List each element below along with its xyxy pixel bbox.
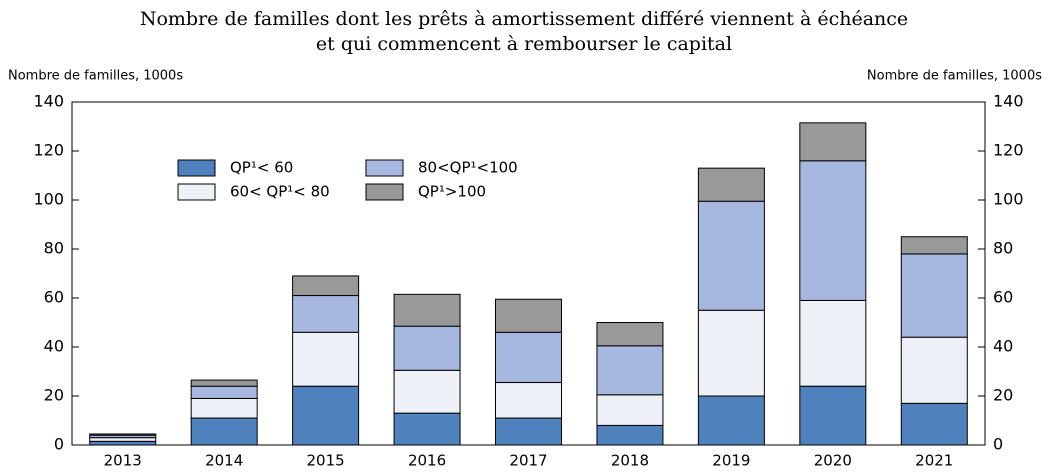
legend-swatch	[177, 159, 216, 177]
chart-title: et qui commencent à rembourser le capita…	[316, 33, 732, 55]
bar	[799, 160, 867, 301]
bar	[900, 253, 968, 338]
legend-swatch	[365, 159, 404, 177]
y2-tick-label: 100	[993, 190, 1024, 209]
bar	[292, 275, 360, 297]
bar	[799, 299, 867, 387]
legend-label: QP¹< 60	[230, 159, 293, 177]
bar	[393, 325, 461, 371]
bar	[799, 122, 867, 162]
bar	[393, 369, 461, 414]
bar	[799, 385, 867, 446]
bar	[596, 424, 664, 446]
bar	[596, 394, 664, 426]
bar	[697, 309, 765, 397]
y-tick-label: 80	[44, 239, 64, 258]
bar	[89, 437, 157, 442]
y-tick-label: 120	[33, 141, 64, 160]
y-tick-label: 0	[54, 435, 64, 454]
y2-axis-label: Nombre de familles, 1000s	[867, 69, 1042, 84]
bar	[190, 379, 258, 387]
chart-title: Nombre de familles dont les prêts à amor…	[140, 8, 908, 30]
bar	[292, 331, 360, 387]
y2-tick-label: 40	[993, 337, 1013, 356]
bar	[292, 295, 360, 333]
legend-swatch	[177, 183, 216, 201]
bar	[190, 385, 258, 399]
bar	[697, 200, 765, 311]
y2-tick-label: 120	[993, 141, 1024, 160]
x-tick-label: 2016	[408, 452, 446, 470]
legend-swatch	[365, 183, 404, 201]
bar	[495, 382, 562, 419]
y-tick-label: 60	[44, 288, 64, 307]
y2-tick-label: 80	[993, 239, 1013, 258]
bar	[190, 397, 258, 419]
x-tick-label: 2014	[205, 452, 243, 470]
bar	[292, 385, 360, 446]
y2-tick-label: 20	[993, 386, 1013, 405]
y-tick-label: 40	[44, 337, 64, 356]
y2-tick-label: 0	[993, 435, 1003, 454]
bar	[89, 440, 157, 446]
bar	[900, 402, 968, 446]
legend-label: 80<QP¹<100	[418, 159, 518, 177]
bar	[900, 236, 968, 255]
x-tick-label: 2013	[104, 452, 142, 470]
y-tick-label: 100	[33, 190, 64, 209]
bar	[190, 417, 258, 446]
bar	[393, 293, 461, 327]
bar	[495, 298, 562, 333]
x-tick-label: 2015	[307, 452, 345, 470]
bar	[596, 345, 664, 396]
bar	[393, 412, 461, 446]
legend-label: QP¹>100	[418, 183, 486, 201]
y-tick-label: 20	[44, 386, 64, 405]
y-tick-label: 140	[33, 92, 64, 111]
plot-frame	[71, 101, 986, 446]
bar	[495, 331, 562, 384]
y-axis-label: Nombre de familles, 1000s	[8, 69, 183, 84]
x-tick-label: 2019	[712, 452, 750, 470]
bar	[89, 433, 157, 436]
bar	[596, 322, 664, 347]
legend-label: 60< QP¹< 80	[230, 183, 330, 201]
x-tick-label: 2021	[915, 452, 953, 470]
y2-tick-label: 140	[993, 92, 1024, 111]
bar	[697, 167, 765, 202]
x-tick-label: 2020	[814, 452, 852, 470]
bar	[900, 336, 968, 404]
x-tick-label: 2017	[509, 452, 547, 470]
bar	[495, 417, 562, 446]
x-tick-label: 2018	[611, 452, 649, 470]
bar	[697, 395, 765, 446]
y2-tick-label: 60	[993, 288, 1013, 307]
